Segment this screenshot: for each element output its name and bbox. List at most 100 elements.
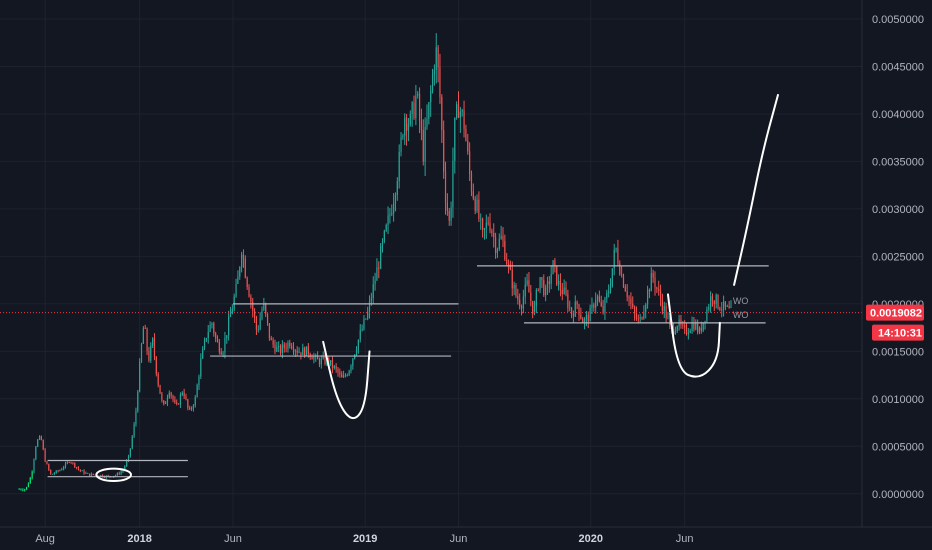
candle-body <box>539 277 541 291</box>
drawing-annotations: WO WO <box>47 93 779 482</box>
candle-body <box>613 249 615 269</box>
candle-body <box>532 300 534 314</box>
candle-body <box>229 313 232 317</box>
candle-body <box>90 473 93 476</box>
candle-body <box>159 384 161 394</box>
candle-body <box>454 117 456 161</box>
candle-body <box>567 294 569 308</box>
candle-body <box>570 307 573 316</box>
candle-body <box>504 240 506 260</box>
candle-body <box>598 296 600 302</box>
candle-body <box>611 268 613 287</box>
candle-body <box>682 324 684 326</box>
candle-body <box>242 254 245 259</box>
hand-drawn-curve[interactable] <box>322 340 371 420</box>
candle-body <box>94 474 96 476</box>
candle-body <box>558 280 560 285</box>
candle-body <box>667 318 669 320</box>
candle-body <box>469 151 471 174</box>
candle-body <box>61 468 63 471</box>
candle-body <box>702 322 704 331</box>
candle-body <box>420 120 423 130</box>
candle-body <box>541 277 543 281</box>
candle-body <box>461 110 463 112</box>
candle-body <box>215 333 217 339</box>
candle-body <box>291 346 293 349</box>
hand-drawn-curve[interactable] <box>666 293 721 378</box>
candle-body <box>253 310 256 318</box>
candle-body <box>29 477 31 484</box>
candle-body <box>328 358 330 365</box>
candle-body <box>216 338 219 343</box>
candle-body <box>578 304 580 315</box>
time-tick-label: Jun <box>676 533 694 545</box>
candle-body <box>398 152 400 182</box>
candle-body <box>443 130 445 172</box>
candle-body <box>207 331 209 339</box>
time-axis[interactable]: Aug 2018 Jun 2019 Jun 2020 Jun <box>35 533 693 545</box>
candle-body <box>92 473 94 475</box>
candle-body <box>465 128 467 141</box>
candle-body <box>85 473 87 474</box>
candle-body <box>711 296 714 301</box>
candle-body <box>524 284 526 297</box>
candle-body <box>233 296 235 310</box>
candle-body <box>561 289 563 294</box>
candle-body <box>250 296 252 302</box>
candle-body <box>20 489 22 490</box>
candle-body <box>37 439 39 447</box>
candle-body <box>381 241 384 246</box>
candle-body <box>659 290 662 300</box>
candle-body <box>153 338 156 357</box>
candle-body <box>606 293 608 299</box>
candle-body <box>274 344 276 352</box>
candle-body <box>57 470 59 472</box>
candle-body <box>489 223 491 231</box>
candle-body <box>533 305 536 314</box>
candle-body <box>170 392 172 396</box>
candle-body <box>413 102 415 119</box>
candle-body <box>335 366 337 369</box>
candle-body <box>394 194 397 204</box>
candle-body <box>166 397 169 403</box>
candle-body <box>418 93 421 121</box>
candle-body <box>179 394 182 405</box>
candle-body <box>272 340 274 345</box>
candle-body <box>496 249 499 254</box>
price-tick-label: 0.0045000 <box>872 61 924 73</box>
candle-body <box>646 289 649 305</box>
candle-body <box>46 461 48 465</box>
candle-body <box>129 448 131 456</box>
price-tick-label: 0.0035000 <box>872 156 924 168</box>
candle-body <box>68 462 70 464</box>
candle-body <box>283 344 285 348</box>
candle-body <box>344 375 347 377</box>
candle-body <box>329 360 332 365</box>
candle-body <box>650 273 652 292</box>
candle-body <box>457 104 460 118</box>
candle-body <box>287 342 289 349</box>
time-tick-label: Jun <box>224 533 242 545</box>
candle-body <box>257 329 259 331</box>
candle-body <box>70 462 72 464</box>
candle-body <box>674 331 676 335</box>
candle-body <box>422 129 424 162</box>
candle-body <box>370 298 372 301</box>
candle-body <box>63 467 65 469</box>
candle-body <box>88 473 91 476</box>
candle-body <box>446 203 448 211</box>
ellipse-highlight[interactable] <box>95 467 132 482</box>
candle-body <box>276 346 278 352</box>
hand-drawn-curve[interactable] <box>733 93 779 286</box>
candle-body <box>79 469 81 471</box>
candle-body <box>391 213 393 215</box>
candle-body <box>628 296 630 299</box>
candle-body <box>511 269 513 289</box>
candle-body <box>98 475 100 477</box>
candle-body <box>114 475 117 477</box>
candle-body <box>33 459 35 472</box>
candle-body <box>467 140 469 152</box>
annotation-text: WO <box>733 296 749 306</box>
candle-body <box>546 281 549 288</box>
